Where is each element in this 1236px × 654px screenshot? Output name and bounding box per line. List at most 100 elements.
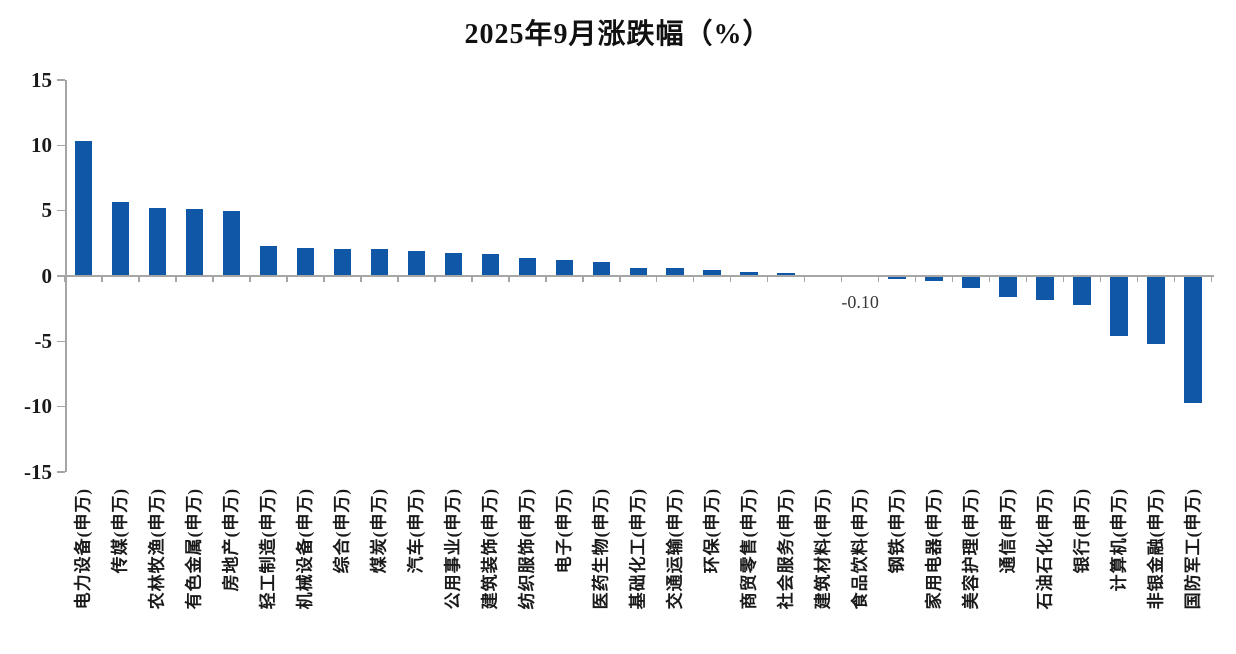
x-axis-tick [951, 276, 954, 282]
x-axis-tick [508, 276, 510, 282]
x-axis-tick [766, 276, 769, 282]
y-axis-tick-label: 5 [41, 198, 53, 223]
bar-26 [999, 276, 1017, 297]
x-axis-label: 有色金属(申万) [184, 488, 204, 610]
bar-28 [1073, 276, 1091, 306]
bar-3 [148, 208, 167, 276]
bar-20 [777, 273, 795, 276]
chart-title: 2025年9月涨跌幅（%） [464, 19, 772, 50]
x-axis-tick [729, 276, 732, 282]
bar-15 [592, 261, 611, 276]
y-axis-tick [57, 79, 65, 81]
x-axis-tick [1062, 276, 1065, 282]
x-axis-tick [1173, 276, 1176, 282]
bar-30 [1147, 276, 1165, 344]
x-axis-label: 计算机(申万) [1109, 488, 1129, 592]
y-axis-tick-label: 10 [31, 132, 52, 157]
x-axis-tick [360, 276, 362, 282]
x-axis-tick [434, 276, 436, 282]
x-axis-tick [582, 276, 584, 282]
x-axis-label: 银行(申万) [1072, 488, 1092, 574]
bar-31 [1184, 276, 1202, 403]
x-axis-label: 通信(申万) [998, 488, 1018, 574]
bar-9 [370, 249, 389, 276]
x-axis-tick [323, 276, 325, 282]
x-axis-tick [212, 276, 214, 282]
x-axis-label: 电子(申万) [554, 488, 574, 574]
x-axis-label: 石油石化(申万) [1035, 488, 1055, 610]
x-axis-tick [1025, 276, 1028, 282]
bar-10 [407, 251, 426, 276]
bar-17 [666, 268, 684, 276]
x-axis-label: 交通运输(申万) [665, 488, 685, 610]
x-axis-label: 美容护理(申万) [961, 488, 981, 610]
x-axis-label: 非银金融(申万) [1146, 488, 1166, 610]
x-axis-label: 建筑材料(申万) [813, 488, 833, 610]
y-axis-tick [57, 275, 65, 277]
bar-29 [1110, 276, 1128, 337]
x-axis-label: 建筑装饰(申万) [480, 488, 500, 610]
bar-11 [444, 253, 463, 276]
x-axis-label: 农林牧渔(申万) [147, 488, 167, 610]
y-axis-tick-label: 0 [41, 263, 53, 288]
bar-24 [925, 276, 943, 281]
bar-13 [518, 257, 537, 276]
y-axis-tick [57, 144, 65, 147]
x-axis-label: 房地产(申万) [221, 488, 241, 592]
bar-7 [296, 247, 315, 276]
x-axis-label: 环保(申万) [702, 488, 722, 574]
bar-27 [1036, 276, 1054, 300]
x-axis-label: 机械设备(申万) [295, 488, 315, 610]
x-axis-tick [64, 276, 66, 282]
x-axis-label: 传媒(申万) [110, 488, 130, 574]
bar-18 [703, 270, 721, 276]
x-axis-tick [397, 276, 399, 282]
x-axis-tick [803, 276, 806, 282]
x-axis-tick [1210, 276, 1213, 282]
x-axis-tick [471, 276, 473, 282]
x-axis-label: 国防军工(申万) [1183, 488, 1203, 610]
x-axis-tick [988, 276, 991, 282]
x-axis-label: 家用电器(申万) [924, 488, 944, 610]
bar-16 [629, 268, 647, 276]
bar-8 [333, 249, 352, 276]
bar-19 [740, 272, 758, 276]
x-axis-line [65, 275, 1214, 277]
x-axis-tick [545, 276, 547, 282]
x-axis-label: 电力设备(申万) [73, 488, 93, 610]
y-axis-tick [57, 209, 65, 212]
x-axis-tick [175, 276, 177, 282]
x-axis-tick [1136, 276, 1139, 282]
x-axis-label: 轻工制造(申万) [258, 488, 278, 610]
bar-1 [74, 140, 93, 276]
y-axis-tick-label: -10 [24, 394, 52, 419]
bar-6 [259, 245, 278, 276]
bar-25 [962, 276, 980, 289]
x-axis-label: 汽车(申万) [406, 488, 426, 574]
x-axis-label: 社会服务(申万) [776, 488, 796, 610]
bar-4 [185, 209, 204, 276]
x-axis-tick [877, 276, 880, 282]
x-axis-tick [286, 276, 288, 282]
x-axis-label: 基础化工(申万) [628, 488, 648, 610]
x-axis-tick [655, 276, 658, 282]
bar-14 [555, 260, 574, 276]
x-axis-label: 医药生物(申万) [591, 488, 611, 610]
bar-2 [111, 202, 130, 276]
x-axis-tick [249, 276, 251, 282]
bar-12 [481, 254, 500, 276]
x-axis-label: 商贸零售(申万) [739, 488, 759, 610]
x-axis-tick [914, 276, 917, 282]
y-axis-tick-label: -5 [34, 328, 53, 353]
x-axis-tick [138, 276, 140, 282]
x-axis-tick [692, 276, 695, 282]
bar-23 [888, 276, 906, 280]
y-axis-tick-label: -15 [24, 459, 52, 484]
bar-data-label: -0.10 [841, 292, 879, 312]
x-axis-tick [840, 276, 843, 282]
x-axis-label: 钢铁(申万) [887, 488, 907, 574]
x-axis-tick [101, 276, 103, 282]
x-axis-tick [619, 276, 621, 282]
x-axis-label: 食品饮料(申万) [850, 488, 870, 610]
